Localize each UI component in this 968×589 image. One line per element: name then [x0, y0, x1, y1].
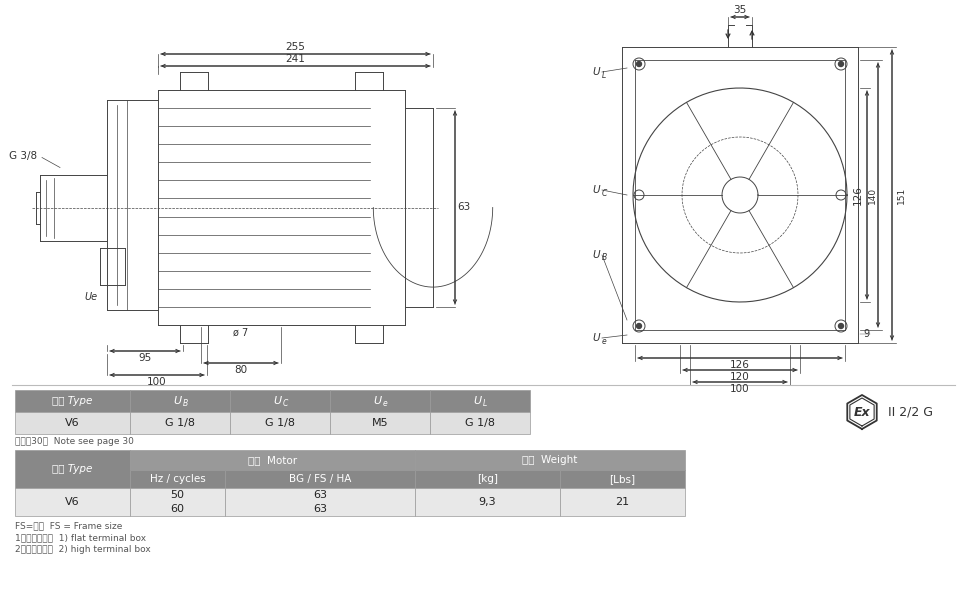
Text: 2）标准接线盒  2) high terminal box: 2）标准接线盒 2) high terminal box	[15, 545, 151, 554]
Text: 126: 126	[730, 360, 750, 370]
Text: 151: 151	[896, 186, 905, 204]
Bar	[415, 470, 560, 488]
Text: 63: 63	[457, 203, 470, 213]
Text: ø 7: ø 7	[233, 328, 249, 338]
Text: G 1/8: G 1/8	[165, 418, 195, 428]
Bar	[130, 450, 415, 470]
Text: e: e	[602, 336, 607, 346]
Circle shape	[637, 323, 642, 329]
Text: G 1/8: G 1/8	[265, 418, 295, 428]
Circle shape	[838, 323, 843, 329]
Text: U: U	[373, 396, 381, 406]
Text: 重量  Weight: 重量 Weight	[523, 455, 578, 465]
Text: G 1/8: G 1/8	[465, 418, 495, 428]
Text: U: U	[473, 396, 481, 406]
Text: II 2/2 G: II 2/2 G	[888, 405, 933, 419]
Bar	[560, 488, 685, 516]
Text: L: L	[602, 71, 606, 80]
Text: 马达  Motor: 马达 Motor	[248, 455, 297, 465]
Text: 63
63: 63 63	[313, 491, 327, 514]
Circle shape	[637, 61, 642, 67]
Bar	[330, 412, 430, 434]
Text: 50
60: 50 60	[170, 491, 185, 514]
Bar	[225, 488, 415, 516]
Text: [kg]: [kg]	[477, 474, 498, 484]
Text: 型号 Type: 型号 Type	[52, 464, 93, 474]
Bar	[560, 470, 685, 488]
Text: 21: 21	[616, 497, 629, 507]
Text: 100: 100	[730, 384, 750, 394]
Bar	[415, 488, 560, 516]
Text: 140: 140	[867, 187, 876, 204]
Bar	[15, 450, 130, 488]
Text: 95: 95	[138, 353, 152, 363]
Bar	[230, 412, 330, 434]
Text: Ex: Ex	[854, 405, 870, 419]
Text: FS=框号  FS = Frame size: FS=框号 FS = Frame size	[15, 521, 122, 531]
Bar	[15, 488, 130, 516]
Text: 100: 100	[147, 377, 166, 387]
Bar	[130, 488, 225, 516]
Text: U: U	[592, 333, 600, 343]
Text: B: B	[183, 399, 188, 409]
Bar	[430, 412, 530, 434]
Text: U: U	[592, 250, 600, 260]
Text: 255: 255	[286, 42, 306, 52]
Bar	[130, 390, 230, 412]
Text: [Lbs]: [Lbs]	[610, 474, 636, 484]
Text: C: C	[602, 188, 607, 197]
Text: C: C	[283, 399, 288, 409]
Bar	[15, 390, 130, 412]
Bar	[230, 390, 330, 412]
Bar	[130, 470, 225, 488]
Text: Ue: Ue	[85, 292, 98, 302]
Bar	[225, 470, 415, 488]
Bar	[430, 390, 530, 412]
Text: V6: V6	[65, 497, 79, 507]
Text: 型号 Type: 型号 Type	[52, 396, 93, 406]
Text: G 3/8: G 3/8	[9, 151, 37, 160]
Text: 1）平顶接线盒  1) flat terminal box: 1）平顶接线盒 1) flat terminal box	[15, 534, 146, 542]
Text: BG / FS / HA: BG / FS / HA	[288, 474, 351, 484]
Text: 9,3: 9,3	[479, 497, 497, 507]
Text: V6: V6	[65, 418, 79, 428]
Text: e: e	[383, 399, 388, 409]
Text: Hz / cycles: Hz / cycles	[150, 474, 205, 484]
Text: U: U	[592, 67, 600, 77]
Text: U: U	[592, 185, 600, 195]
Text: M5: M5	[372, 418, 388, 428]
Text: B: B	[602, 253, 607, 263]
Text: 80: 80	[234, 365, 248, 375]
Text: U: U	[273, 396, 281, 406]
Text: L: L	[483, 399, 487, 409]
Text: 注释見30页  Note see page 30: 注释見30页 Note see page 30	[15, 438, 134, 446]
Text: 9: 9	[863, 329, 869, 339]
Circle shape	[838, 61, 843, 67]
Bar	[415, 450, 685, 470]
Text: 35: 35	[734, 5, 746, 15]
Text: U: U	[173, 396, 181, 406]
Text: 126: 126	[853, 185, 863, 205]
Bar	[15, 412, 130, 434]
Bar	[130, 412, 230, 434]
Text: 120: 120	[730, 372, 750, 382]
Text: 241: 241	[286, 54, 306, 64]
Bar	[330, 390, 430, 412]
